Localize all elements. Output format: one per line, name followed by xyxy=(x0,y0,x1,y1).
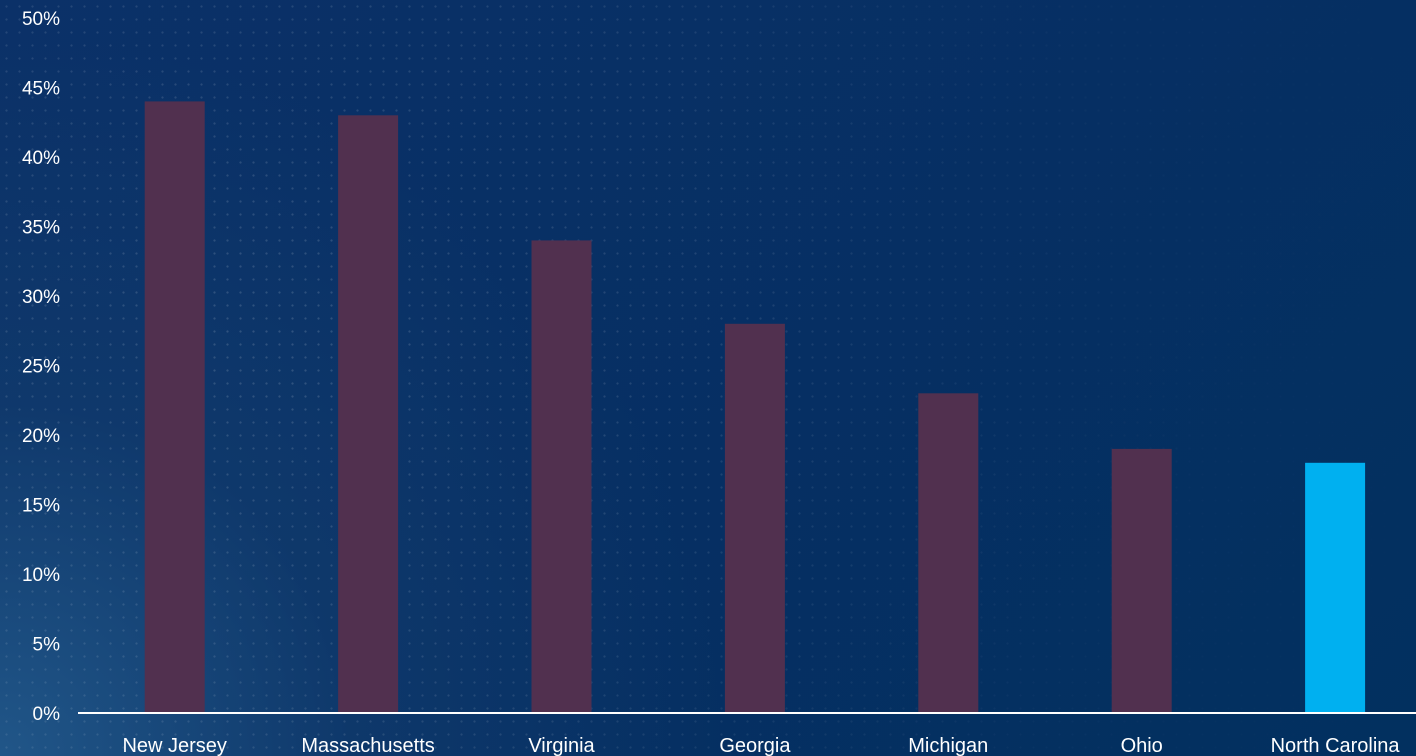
bar-ohio xyxy=(1111,448,1172,713)
y-tick-label: 45% xyxy=(22,79,60,100)
y-axis: 0% 5% 10% 15% 20% 25% 30% 35% 40% 45% 50% xyxy=(22,9,60,725)
bar-massachusetts xyxy=(338,115,399,714)
x-tick-label: Ohio xyxy=(1121,735,1163,756)
bar-virginia xyxy=(531,240,592,713)
x-axis: New Jersey Massachusetts Virginia Georgia Mi… xyxy=(122,735,1400,756)
bar-north-carolina xyxy=(1305,462,1366,713)
x-tick-label: New Jersey xyxy=(122,735,226,756)
x-tick-label: Virginia xyxy=(528,735,595,756)
y-tick-label: 30% xyxy=(22,287,60,308)
bar-new-jersey xyxy=(144,101,205,713)
y-tick-label: 40% xyxy=(22,148,60,169)
x-tick-label: North Carolina xyxy=(1271,735,1401,756)
x-tick-label: Michigan xyxy=(908,735,988,756)
y-tick-label: 15% xyxy=(22,496,60,517)
x-tick-label: Massachusetts xyxy=(301,735,434,756)
y-tick-label: 5% xyxy=(33,635,61,656)
y-tick-label: 50% xyxy=(22,9,60,30)
y-tick-label: 0% xyxy=(33,704,61,725)
y-tick-label: 10% xyxy=(22,565,60,586)
bars xyxy=(144,101,1366,714)
y-tick-label: 35% xyxy=(22,218,60,239)
x-tick-label: Georgia xyxy=(719,735,791,756)
bar-georgia xyxy=(724,323,785,713)
y-tick-label: 20% xyxy=(22,426,60,447)
y-tick-label: 25% xyxy=(22,357,60,378)
bar-michigan xyxy=(918,393,979,713)
